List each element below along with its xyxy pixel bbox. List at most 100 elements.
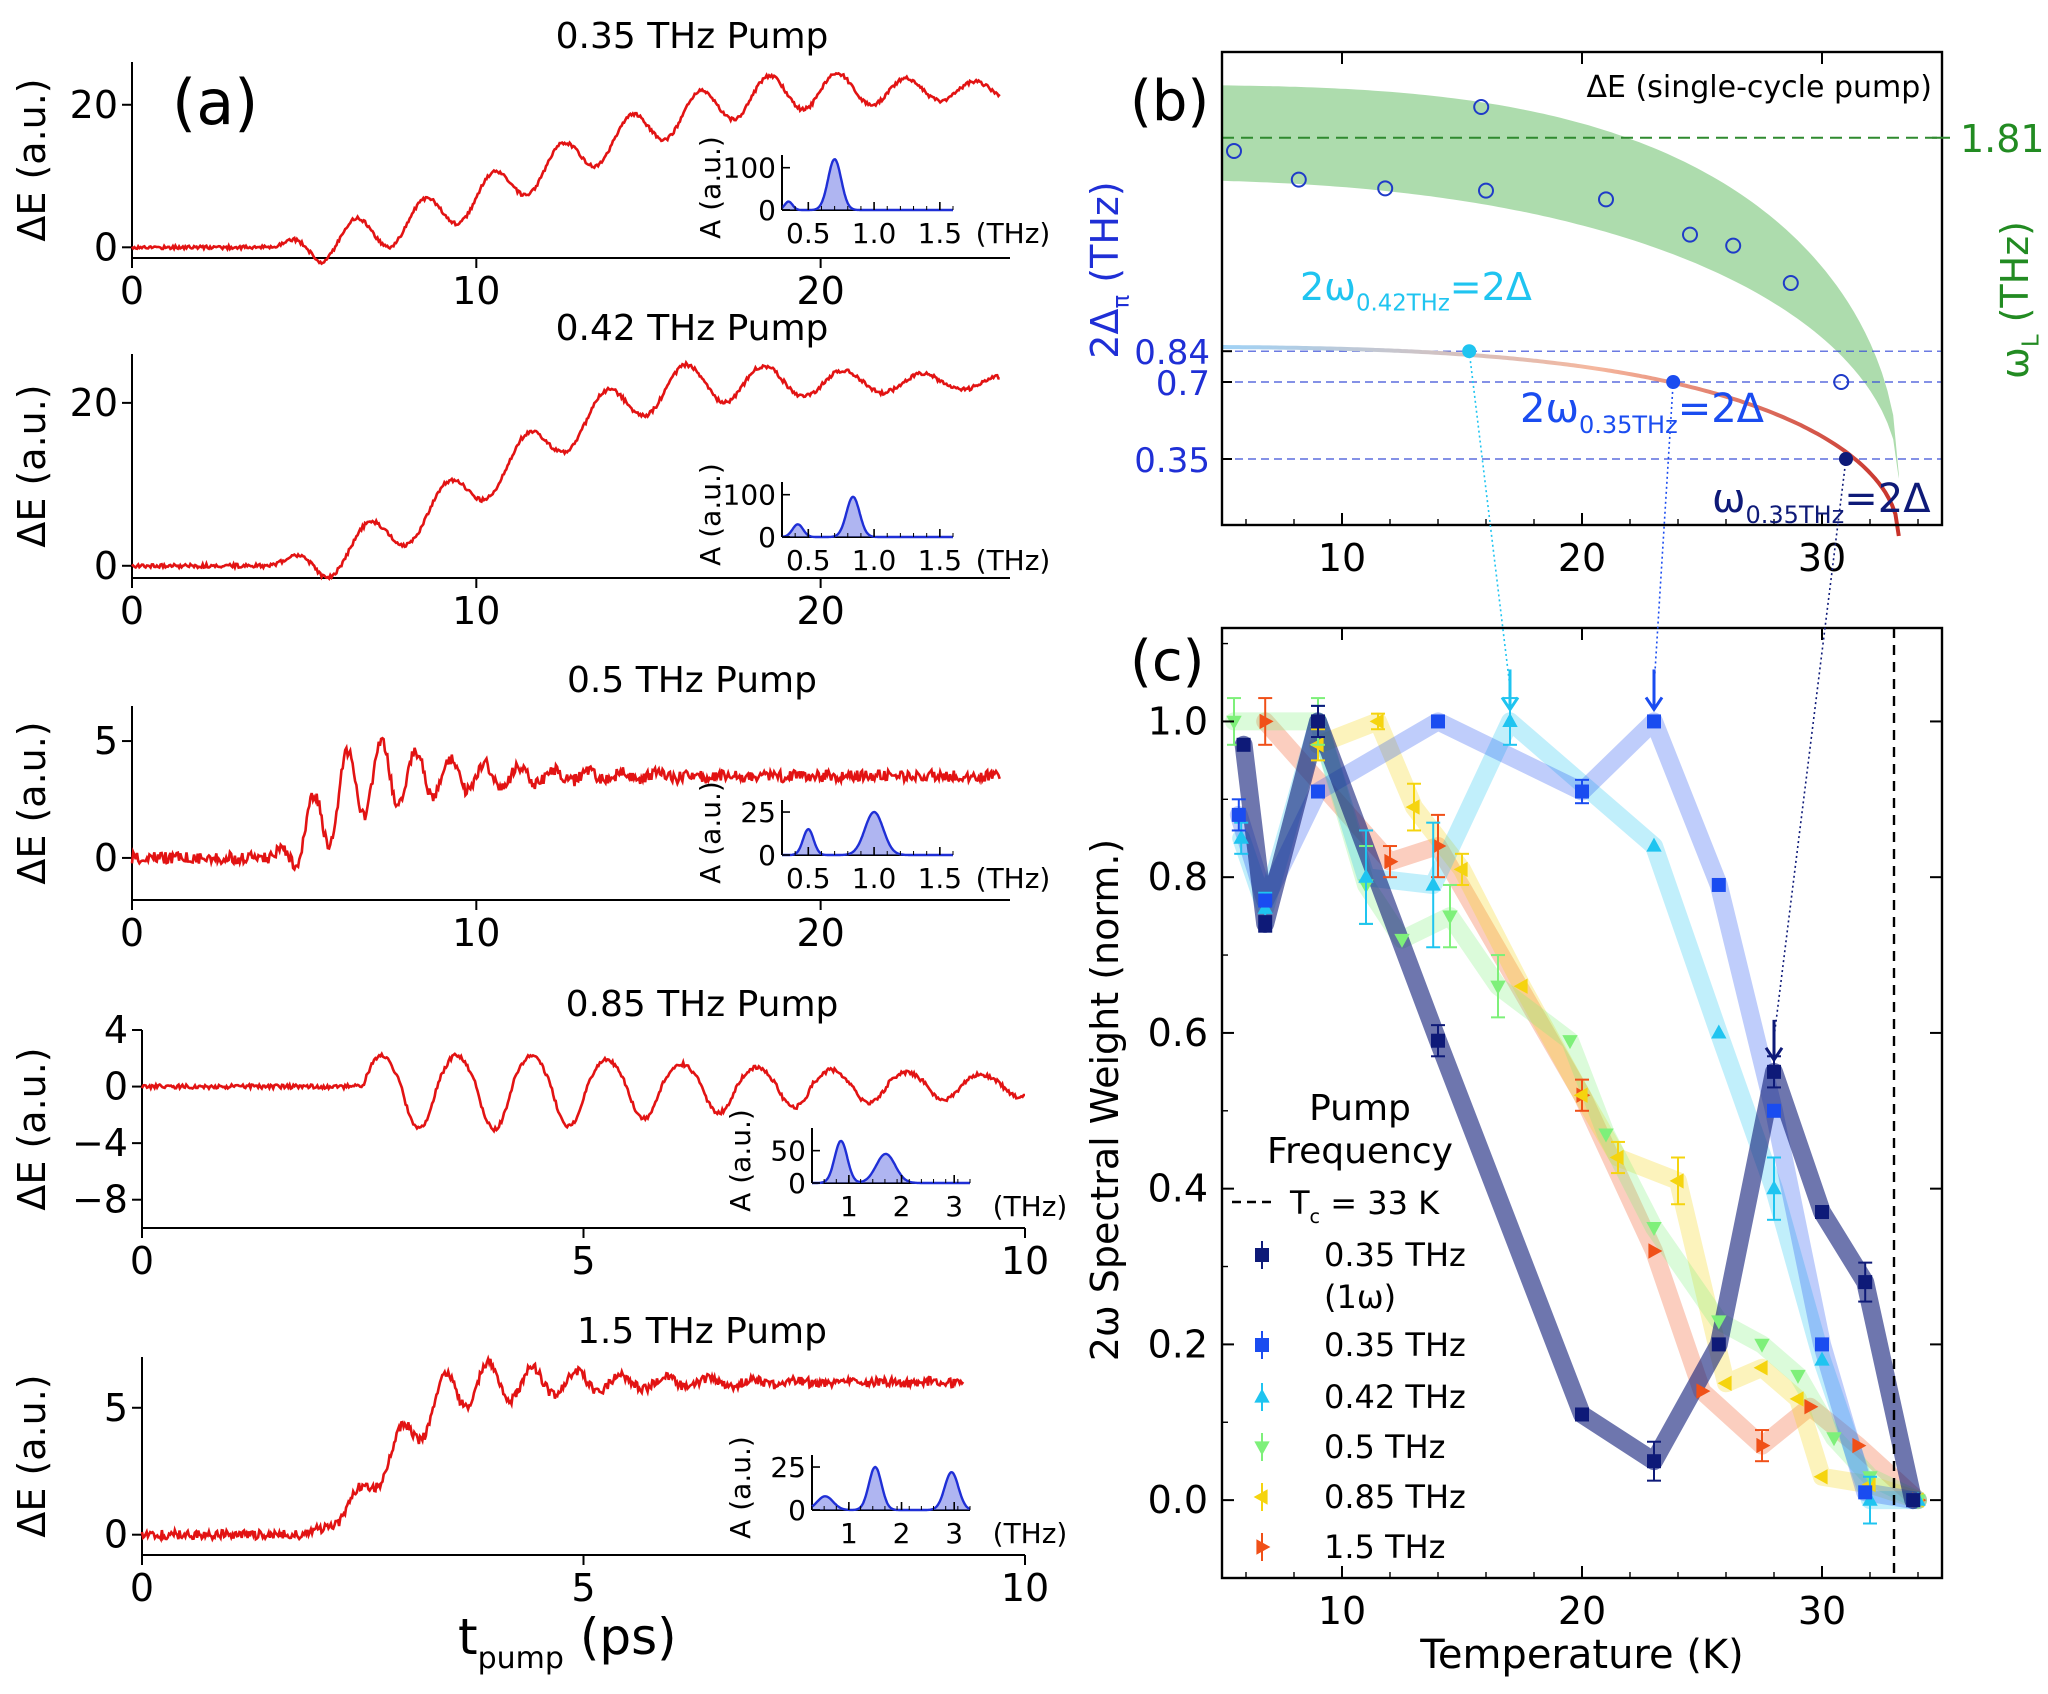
data-point <box>1753 1360 1768 1376</box>
legend-tc-label-rest: = 33 K <box>1320 1184 1440 1222</box>
panel-a1: 0.35 THz Pump 0 10 20 0 20 ΔE (a.u.) 0.5 1.0 1.5 (… <box>10 16 1050 313</box>
delta-e-point <box>1377 180 1394 197</box>
delta-e-point <box>1833 374 1850 390</box>
a-x-axis-label-main: t <box>458 1608 478 1666</box>
connector-dotted <box>1773 458 1847 1038</box>
inset-spectrum-line <box>811 1465 971 1512</box>
inset-x-tick-label: 1.5 <box>918 862 963 895</box>
inset-spectrum-fill <box>782 496 953 537</box>
x-tick-label: 20 <box>1558 536 1606 580</box>
x-tick-label: 20 <box>796 911 844 955</box>
y-tick-label: 20 <box>70 83 118 127</box>
y-axis-label: ΔE (a.u.) <box>10 721 54 884</box>
connector-dotted <box>1653 381 1674 688</box>
data-point <box>1711 1024 1727 1039</box>
inset-x-axis-label: (THz) <box>976 217 1051 250</box>
delta-e-trace <box>140 1051 1025 1134</box>
data-point <box>1711 1315 1727 1330</box>
data-point <box>1258 893 1273 908</box>
delta-e-trace <box>140 1354 965 1544</box>
panel-a-label: (a) <box>172 66 258 139</box>
delta-e-point <box>1682 226 1698 243</box>
data-point <box>1648 1243 1663 1259</box>
data-point <box>1717 1375 1732 1391</box>
data-point <box>1233 829 1249 844</box>
inset-x-axis-label: (THz) <box>993 1517 1068 1550</box>
y-tick-label: 0 <box>94 225 118 269</box>
inset-spectrum-line <box>781 158 953 212</box>
y-tick-label: 0.8 <box>1148 855 1208 899</box>
x-tick-label: 10 <box>452 911 500 955</box>
inset-x-tick-label: 3 <box>945 1190 963 1223</box>
data-point <box>1789 1391 1804 1407</box>
inset-spectrum-line <box>782 810 953 857</box>
right-tick-label: 1.81 <box>1960 117 2045 161</box>
inset-x-tick-label: 1.5 <box>918 544 963 577</box>
data-point <box>1573 1087 1588 1103</box>
x-tick-label: 10 <box>1318 1589 1366 1633</box>
data-point <box>1646 1222 1662 1236</box>
annotation-2w-042: 2ω0.42THz=2Δ <box>1300 265 1532 317</box>
gap-curve <box>1222 345 1901 537</box>
inset-x-tick-label: 0.5 <box>786 544 831 577</box>
inset-y-tick-label: 0 <box>758 839 776 872</box>
data-point <box>1814 1351 1830 1366</box>
y-axis-label: ΔE (a.u.) <box>10 78 54 241</box>
data-point <box>1906 1493 1921 1508</box>
inset-y-tick-label: 25 <box>770 1451 806 1484</box>
inset-y-tick-label: 0 <box>788 1494 806 1527</box>
data-point <box>1259 713 1274 730</box>
legend-title-line2: Frequency <box>1267 1131 1453 1172</box>
data-point <box>1669 1173 1684 1189</box>
data-point <box>1813 1469 1828 1485</box>
inset-x-tick-label: 0.5 <box>786 217 831 250</box>
delta-e-point <box>1782 275 1799 291</box>
panel-a2: 0.42 THz Pump 0 10 20 0 20 ΔE (a.u.) 0.5 1.0 1.5 (… <box>10 308 1050 633</box>
legend-text: ΔE (single-cycle pump) <box>1587 70 1932 105</box>
legend-label-2: (1ω) <box>1324 1278 1396 1316</box>
inset-y-axis-label: A (a.u.) <box>694 136 727 239</box>
inset-x-tick-label: 1 <box>840 1190 858 1223</box>
data-point <box>1575 784 1589 799</box>
data-point <box>1711 1337 1726 1352</box>
data-point <box>1384 853 1399 870</box>
data-point <box>1502 713 1518 727</box>
inset-x-tick-label: 2 <box>893 1190 911 1223</box>
annotation-2w-042-main: 2ω <box>1300 265 1356 309</box>
data-point <box>1513 978 1528 994</box>
data-point <box>1226 715 1242 730</box>
panel-title: 1.5 THz Pump <box>577 1311 827 1352</box>
inset-x-axis-label: (THz) <box>976 862 1051 895</box>
x-tick-label: 0 <box>120 589 144 633</box>
legend-label: 0.42 THz <box>1324 1378 1466 1416</box>
data-point <box>1754 1338 1770 1353</box>
data-point <box>1311 784 1325 799</box>
y-tick-label: 0.6 <box>1148 1011 1208 1055</box>
legend-title-line1: Pump <box>1309 1088 1411 1129</box>
x-tick-label: 30 <box>1798 1589 1846 1633</box>
y-tick-label: 0 <box>104 1065 128 1109</box>
data-point <box>1358 868 1374 883</box>
left-y-axis-label-main: 2Δ <box>1083 309 1127 359</box>
data-point <box>1790 1369 1806 1384</box>
inset-x-tick-label: 1 <box>840 1517 858 1550</box>
delta-e-point <box>1226 143 1242 159</box>
inset-x-tick-label: 1.5 <box>918 217 963 250</box>
y-axis-label: 2ω Spectral Weight (norm.) <box>1083 839 1127 1362</box>
panel-title: 0.5 THz Pump <box>567 660 817 701</box>
delta-e-point <box>1725 237 1742 254</box>
y-axis-label: ΔE (a.u.) <box>10 1047 54 1210</box>
y-tick-label: 0.0 <box>1148 1478 1208 1522</box>
x-tick-label: 10 <box>452 589 500 633</box>
delta-e-trace <box>130 71 1001 266</box>
y-tick-label: −8 <box>72 1178 128 1222</box>
annotation-w-035: ω0.35THz=2Δ <box>1712 476 1931 529</box>
inset-y-tick-label: 0 <box>788 1167 806 1200</box>
inset-x-tick-label: 3 <box>945 1517 963 1550</box>
inset-spectrum-fill <box>782 812 953 855</box>
panel-a3: 0.5 THz Pump 0 10 20 0 5 ΔE (a.u.) 0.5 1.0 1.5 (TH… <box>10 660 1050 955</box>
arrow-head <box>1764 1047 1784 1063</box>
y-tick-label: 0.84 <box>1134 333 1210 373</box>
